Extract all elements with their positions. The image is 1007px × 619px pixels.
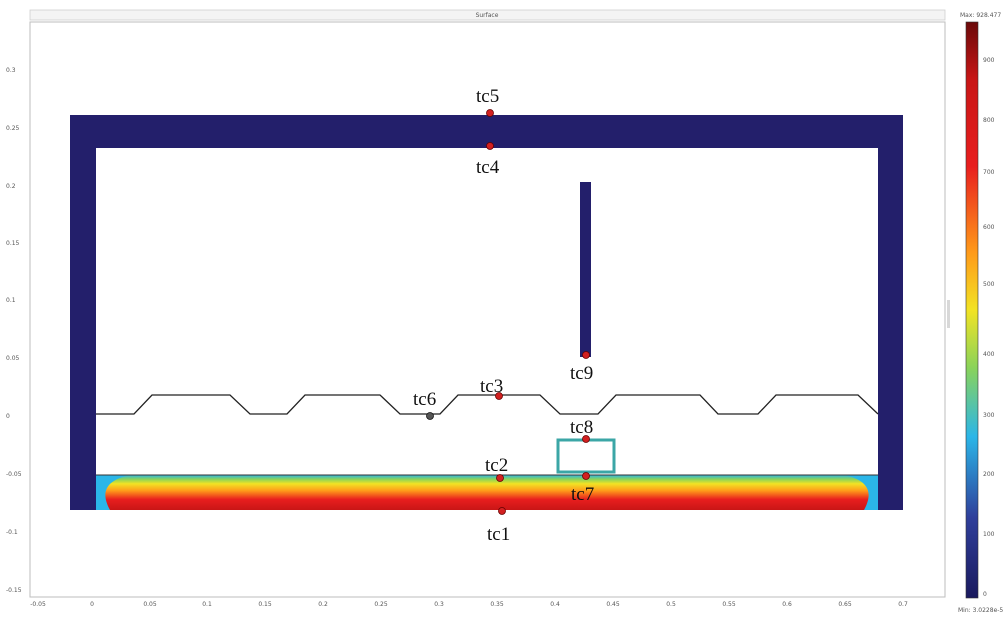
tc4-marker [486,142,494,150]
x-tick-label: 0.05 [143,601,157,608]
title-bar [29,9,946,21]
y-tick-label: 0.2 [6,183,16,190]
colorbar-tick-label: 600 [983,224,995,231]
enclosure-right-wall [878,115,903,510]
y-tick-label: -0.05 [6,471,22,478]
vertical-rod [580,182,591,357]
y-tick-label: 0.05 [6,355,20,362]
colorbar-tick-label: 400 [983,351,995,358]
colorbar-max-label: Max: 928.477 [960,12,1001,19]
tc3-label: tc3 [480,376,503,397]
colorbar-tick-label: 0 [983,591,987,598]
y-tick-label: -0.1 [6,529,18,536]
tc4-label: tc4 [476,157,500,178]
slab-cold-corner-right [844,475,878,510]
x-tick-label: 0.4 [550,601,560,608]
tc5-marker [486,109,494,117]
y-tick-label: -0.15 [6,587,22,594]
x-tick-label: 0.25 [374,601,388,608]
window-title: Surface [476,12,499,19]
corrugated-profile [96,394,879,415]
x-tick-label: 0.5 [666,601,676,608]
enclosure-left-wall [70,115,96,510]
colorbar-tick-label: 100 [983,531,995,538]
plot-scroll-indicator[interactable] [947,300,950,328]
colorbar-tick-label: 800 [983,117,995,124]
tc1-marker [498,507,506,515]
x-tick-label: 0.15 [258,601,272,608]
x-tick-label: 0 [90,601,94,608]
y-tick-label: 0.3 [6,67,16,74]
tc8-marker [582,435,590,443]
tc9-marker [582,351,590,359]
enclosure-top-wall [70,115,903,148]
tc2-label: tc2 [485,455,508,476]
x-tick-label: 0.7 [898,601,908,608]
x-tick-label: 0.3 [434,601,444,608]
y-tick-label: 0 [6,413,10,420]
tc7-marker [582,472,590,480]
y-tick-label: 0.15 [6,240,20,247]
tc9-label: tc9 [570,363,593,384]
x-axis: -0.05 0 0.05 0.1 0.15 0.2 0.25 0.3 0.35 … [30,601,908,608]
slab-cold-corner-left [96,475,130,510]
y-tick-label: 0.25 [6,125,20,132]
tc3-marker [495,392,503,400]
thermocouple-markers [426,109,590,515]
x-tick-label: 0.45 [606,601,620,608]
tc6-label: tc6 [413,389,436,410]
x-tick-label: 0.6 [782,601,792,608]
colorbar-tick-label: 700 [983,169,995,176]
x-tick-label: 0.2 [318,601,328,608]
x-tick-label: -0.05 [30,601,46,608]
inner-box [556,438,616,474]
colorbar-tick-label: 500 [983,281,995,288]
colorbar-tick-label: 900 [983,57,995,64]
colorbar-min-label: Min: 3.0228e-5 [958,607,1003,614]
tc6-marker [426,412,434,420]
x-tick-label: 0.1 [202,601,212,608]
y-axis: 0.3 0.25 0.2 0.15 0.1 0.05 0 -0.05 -0.1 … [6,67,22,594]
x-tick-label: 0.55 [722,601,736,608]
tc7-label: tc7 [571,484,594,505]
x-tick-label: 0.65 [838,601,852,608]
colorbar-tick-label: 300 [983,412,995,419]
tc1-label: tc1 [487,524,510,545]
colorbar-tick-label: 200 [983,471,995,478]
plot-frame [29,21,946,598]
x-tick-label: 0.35 [490,601,504,608]
colorbar: Max: 928.477 900 800 700 600 500 400 300… [958,12,1003,614]
heated-slab [96,475,878,510]
tc8-label: tc8 [570,417,593,438]
y-tick-label: 0.1 [6,297,16,304]
thermocouple-labels: tc5 tc4 tc9 tc6 tc3 tc8 tc2 tc7 tc1 [413,86,594,545]
tc5-label: tc5 [476,86,499,107]
tc2-marker [496,474,504,482]
colorbar-gradient [965,21,979,599]
